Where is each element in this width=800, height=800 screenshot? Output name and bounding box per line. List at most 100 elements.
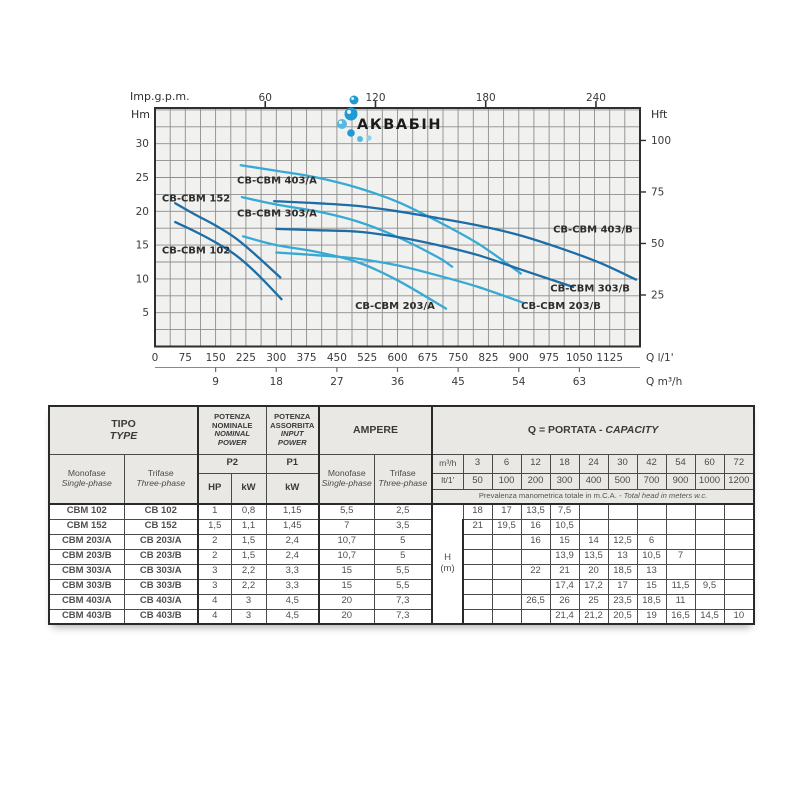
curve-label-CB-CBM-303-B: CB-CBM 303/B: [550, 284, 630, 295]
top-axis-label: Imp.g.p.m.: [130, 90, 190, 103]
head-value-cell: 16,5: [665, 608, 696, 625]
capacity-lt-value: 400: [578, 472, 609, 490]
header-ampere-trifase: Trifase Three-phase: [373, 453, 433, 505]
head-value-cell: 12,5: [607, 533, 638, 550]
head-value-cell: 23,5: [607, 593, 638, 610]
table-header-row-2: Monofase Single-phase Trifase Three-phas…: [48, 453, 755, 505]
table-row: CBM 152 CB 152 1,5 1,1 1,45 7 3,5 21 19,5 16 10,5: [48, 518, 755, 535]
head-value-cell: [665, 503, 696, 520]
bottom-m3h-unit: Q m³/h: [646, 376, 682, 388]
p1-value: 2,4: [265, 533, 320, 550]
head-value-cell: [665, 518, 696, 535]
model-trifase: CB 102: [123, 503, 199, 520]
hp-value: 1: [197, 503, 232, 520]
head-value-cell: 18: [462, 503, 493, 520]
head-value-cell: [491, 608, 522, 625]
table-row: CBM 403/B CB 403/B 4 3 4,5 20 7,3 21,4 21,2 20,5 1…: [48, 608, 755, 625]
ampere-monofase-value: 20: [318, 608, 375, 625]
head-value-cell: 17,4: [549, 578, 580, 595]
p1-value: 1,45: [265, 518, 320, 535]
head-value-cell: 26,5: [520, 593, 551, 610]
curve-label-CB-CBM-303-A: CB-CBM 303/A: [237, 208, 317, 219]
right-axis-label: Hft: [651, 108, 668, 121]
model-trifase: CB 303/B: [123, 578, 199, 595]
capacity-m3h-value: 6: [491, 453, 522, 474]
head-value-cell: 14: [578, 533, 609, 550]
type-label: TYPE: [109, 430, 138, 443]
head-value-cell: 13,9: [549, 548, 580, 565]
head-value-cell: 10,5: [636, 548, 667, 565]
head-value-cell: [520, 608, 551, 625]
head-value-cell: [636, 518, 667, 535]
head-value-cell: [694, 518, 725, 535]
curve-CB-CBM-152: [174, 202, 282, 279]
curve-CB-CBM-303-A: [240, 195, 454, 268]
head-value-cell: [462, 563, 493, 580]
bottom-tick-label: 900: [509, 352, 529, 364]
head-value-cell: 16: [520, 533, 551, 550]
capacity-m3h-value: 30: [607, 453, 638, 474]
head-value-cell: [723, 518, 755, 535]
header-m3h-unit: m³/h: [431, 453, 464, 474]
hp-value: 2: [197, 533, 232, 550]
bottom-tick-label: 300: [266, 352, 286, 364]
tipo-label: TIPO: [111, 418, 136, 431]
capacity-lt-value: 300: [549, 472, 580, 490]
plot-border: [154, 107, 641, 348]
left-tick-label: 10: [136, 273, 149, 285]
head-value-cell: [723, 548, 755, 565]
brand-logo-text: АКВАБІН: [357, 117, 442, 133]
capacity-lt-value: 50: [462, 472, 493, 490]
header-lt-unit: lt/1': [431, 472, 464, 490]
kw-value: 2,2: [230, 563, 267, 580]
bottom-tick-label: 375: [297, 352, 317, 364]
table-row: CBM 403/A CB 403/A 4 3 4,5 20 7,3 26,5 26 25 23,5 1…: [48, 593, 755, 610]
table-header-row-3: HP kW kW lt/1' 50 100 200 300 400 500 700 900 10…: [49, 472, 755, 505]
head-value-cell: 14,5: [694, 608, 725, 625]
head-value-cell: 20: [578, 563, 609, 580]
m3h-tick-label: 54: [512, 376, 526, 388]
right-axis: Hft 25 50 75 100: [640, 108, 671, 301]
brand-logo: АКВАБІН: [337, 95, 442, 142]
capacity-m3h-value: 3: [462, 453, 493, 474]
capacity-lt-value: 900: [665, 472, 696, 490]
head-meters-label: H (m): [431, 503, 464, 625]
head-value-cell: [491, 548, 522, 565]
model-monofase: CBM 303/A: [48, 563, 125, 580]
bottom-axis-lmin: 0 75 150 225 300 375 450 525 600 675 750 825 900 975 1…: [152, 352, 674, 364]
header-tipo-monofase: Monofase Single-phase: [48, 453, 125, 505]
head-value-cell: [462, 578, 493, 595]
bottom-axis-m3h: 9 18 27 36 45 54 63 Q m³/h: [155, 367, 682, 388]
head-value-cell: [491, 593, 522, 610]
header-tipo-trifase: Trifase Three-phase: [123, 453, 199, 505]
kw-value: 2,2: [230, 578, 267, 595]
capacity-lt-value: 500: [607, 472, 638, 490]
ampere-monofase-value: 15: [318, 578, 375, 595]
model-monofase: CBM 403/B: [48, 608, 125, 625]
table-row: CBM 102 CB 102 1 0,8 1,15 5,5 2,5 H (m) 18 17 13,5 7…: [48, 503, 755, 625]
bottom-tick-label: 750: [448, 352, 468, 364]
model-monofase: CBM 303/B: [48, 578, 125, 595]
pump-spec-table: TIPO TYPE POTENZA NOMINALE NOMINAL POWER…: [48, 405, 756, 625]
model-monofase: CBM 152: [48, 518, 125, 535]
model-monofase: CBM 403/A: [48, 593, 125, 610]
head-value-cell: 7,5: [549, 503, 580, 520]
curve-label-CB-CBM-403-B: CB-CBM 403/B: [553, 224, 633, 235]
hp-value: 3: [197, 563, 232, 580]
header-tipo: TIPO TYPE: [48, 405, 199, 455]
left-tick-label: 25: [136, 172, 149, 184]
model-monofase: CBM 102: [48, 503, 125, 520]
bottom-tick-label: 225: [236, 352, 256, 364]
header-ampere: AMPERE: [318, 405, 433, 455]
right-tick-label: 75: [651, 186, 664, 198]
head-value-cell: [462, 608, 493, 625]
logo-bubble-glint: [338, 120, 343, 124]
head-value-cell: 11: [665, 593, 696, 610]
ampere-trifase-value: 7,3: [373, 593, 433, 610]
curve-label-CB-CBM-203-A: CB-CBM 203/A: [355, 301, 435, 312]
head-value-cell: [665, 533, 696, 550]
head-value-cell: [694, 533, 725, 550]
capacity-lt-value: 1200: [723, 472, 755, 490]
head-value-cell: 13: [607, 548, 638, 565]
p1-value: 3,3: [265, 563, 320, 580]
